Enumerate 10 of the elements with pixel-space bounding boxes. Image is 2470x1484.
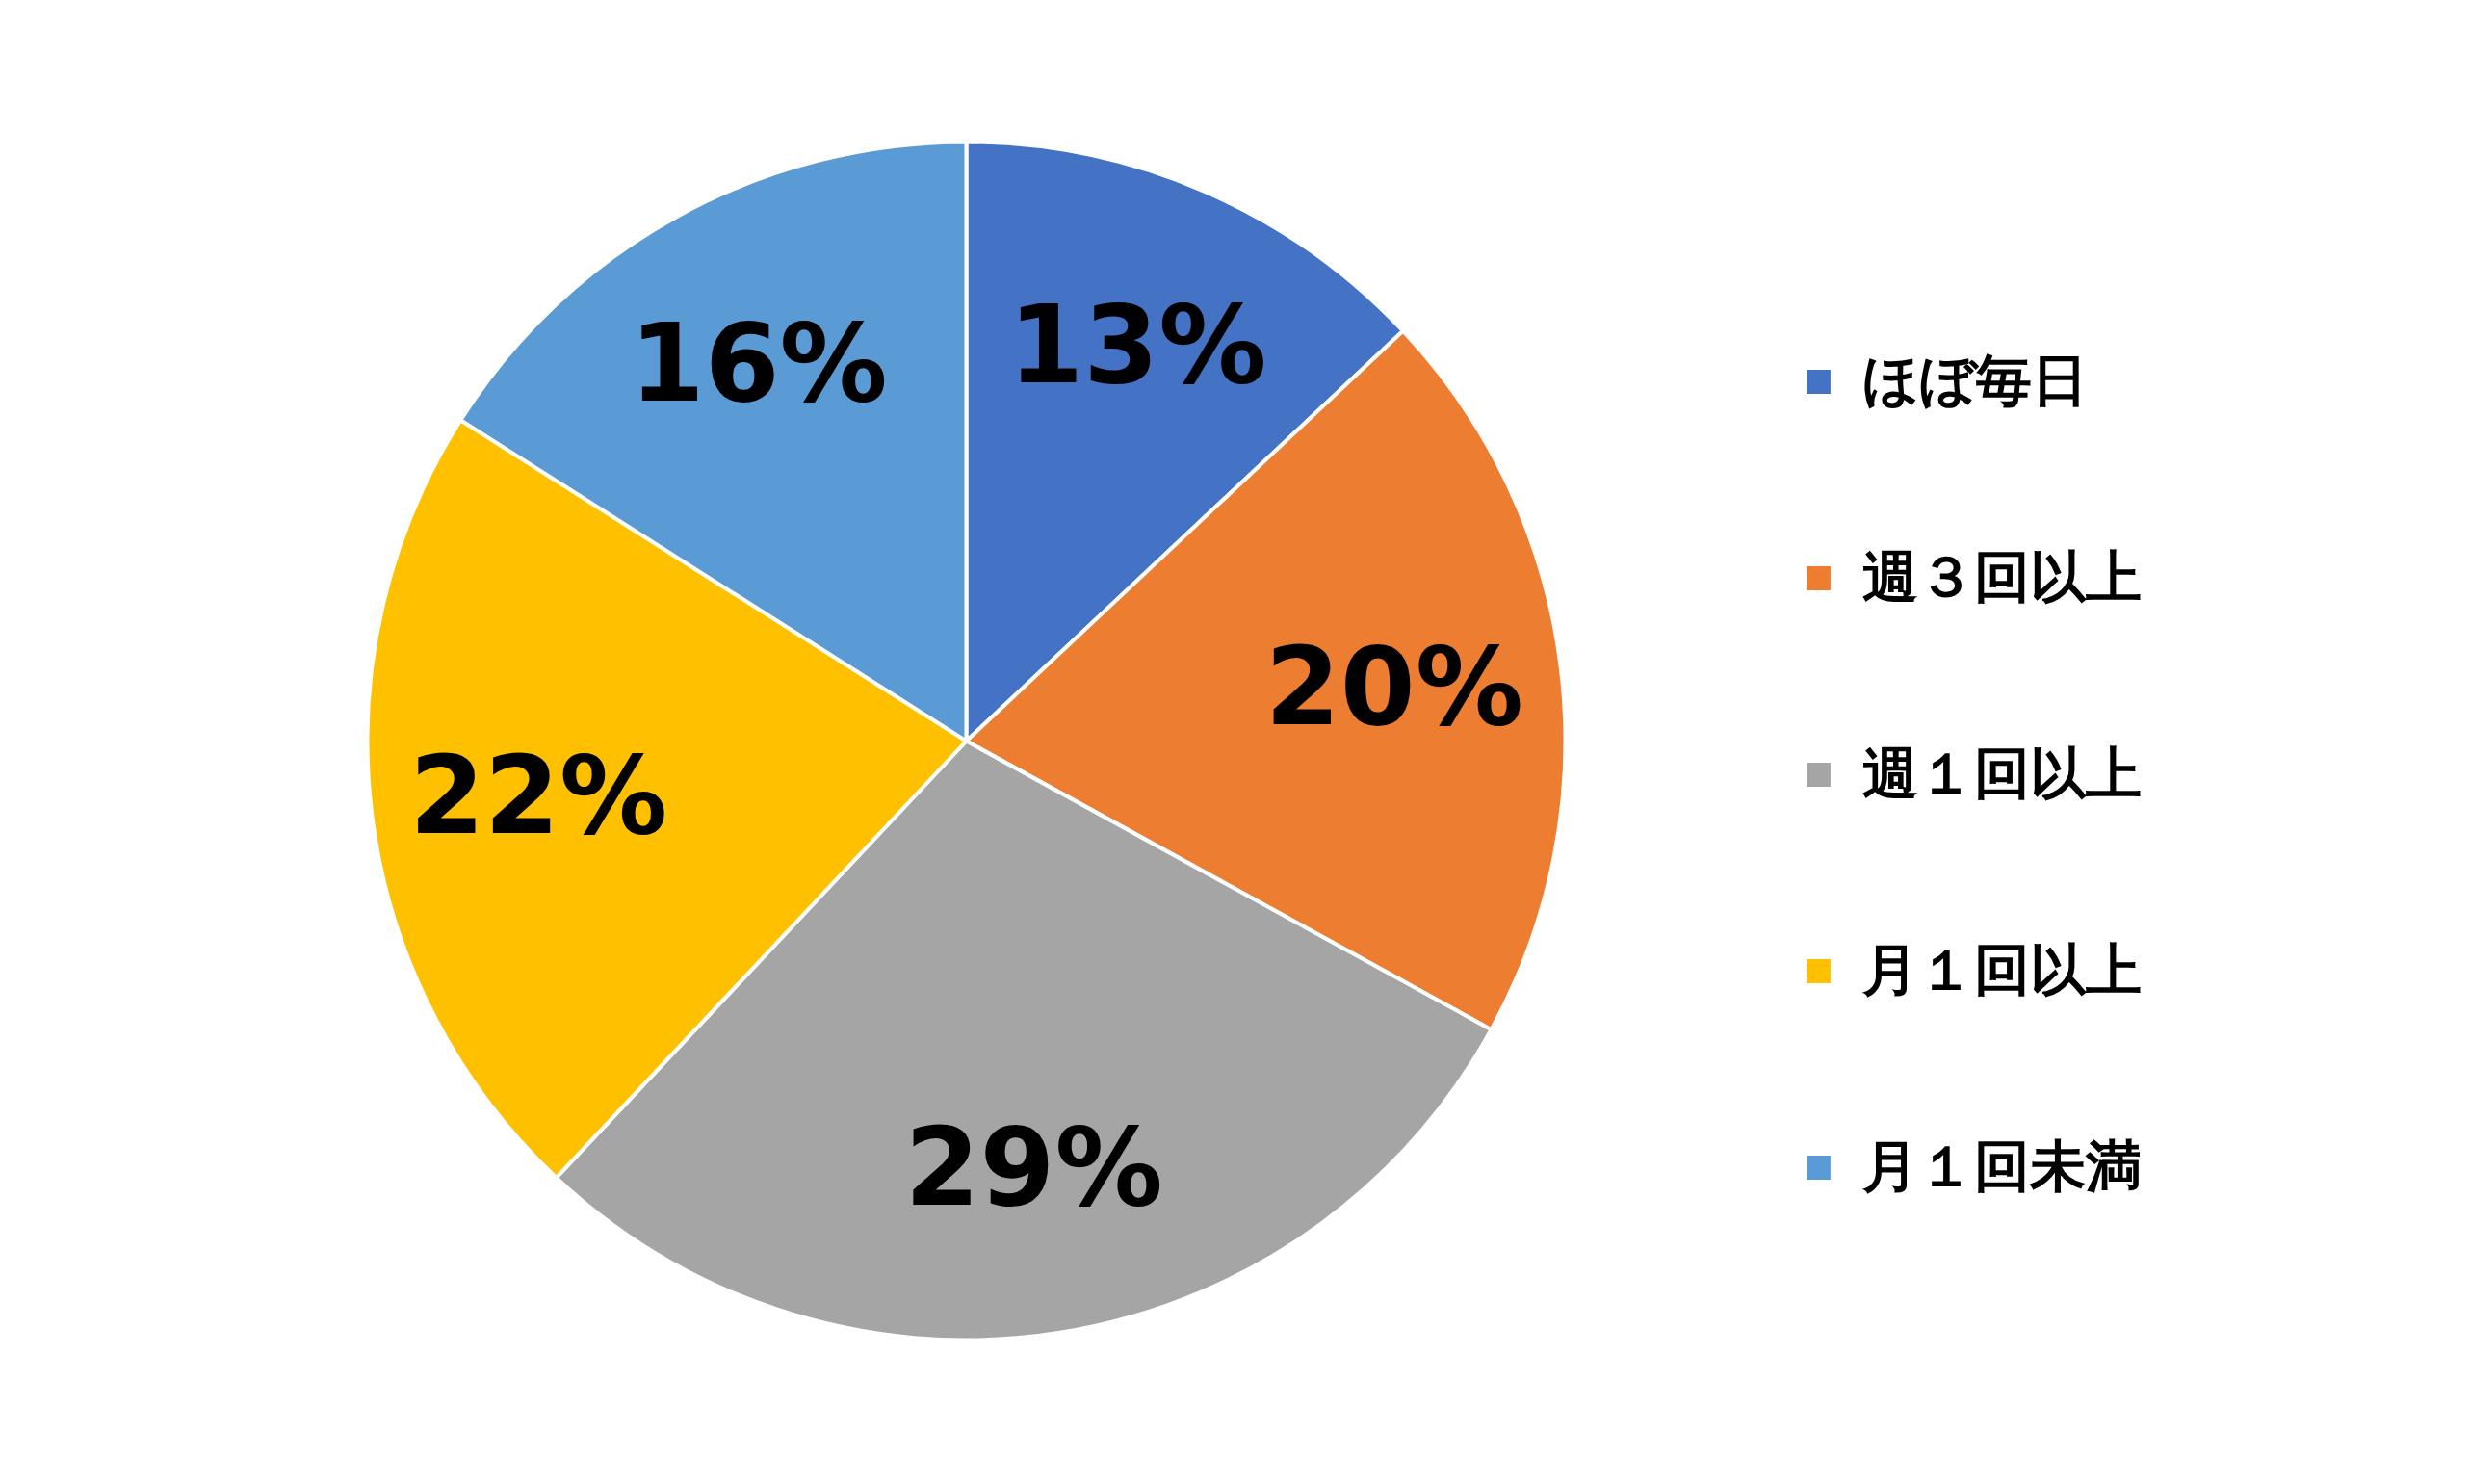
legend-label: 月１回未満 <box>1862 1133 2142 1201</box>
data-label: 20% <box>1264 624 1523 750</box>
legend-label: 月１回以上 <box>1862 936 2142 1004</box>
data-label: 29% <box>904 1104 1163 1230</box>
data-label: 13% <box>1008 282 1267 408</box>
legend-label: ほぼ毎日 <box>1862 347 2088 415</box>
legend-label: 週１回以上 <box>1862 740 2142 808</box>
data-label: 22% <box>409 732 668 858</box>
legend-label: 週３回以上 <box>1862 543 2142 612</box>
data-label: 16% <box>629 300 888 427</box>
